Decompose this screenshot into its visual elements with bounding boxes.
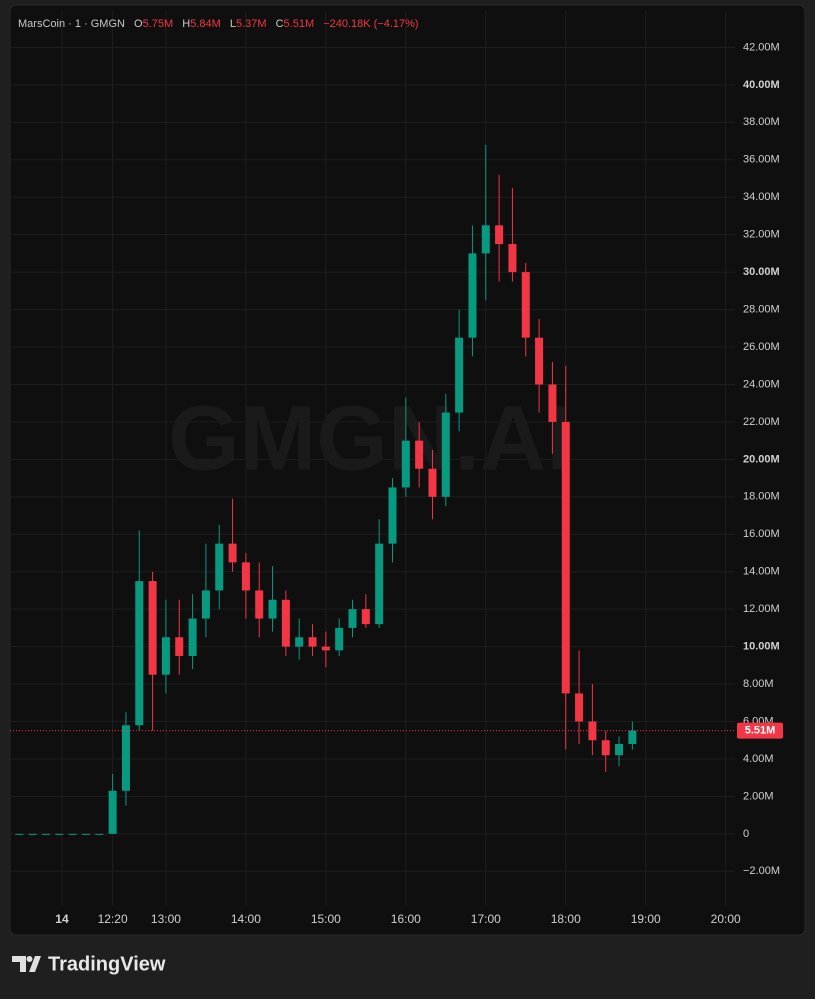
- x-tick-label: 12:20: [98, 912, 128, 926]
- candle-body: [561, 421, 570, 694]
- candle-body: [121, 725, 130, 791]
- candle-body: [428, 468, 437, 497]
- candle-body: [388, 487, 397, 544]
- x-tick-label: 18:00: [551, 912, 581, 926]
- candle-body: [455, 337, 464, 413]
- candle-body: [281, 599, 290, 647]
- low-label: L: [230, 18, 236, 30]
- candle-body: [95, 833, 104, 835]
- y-tick-label: 42.00M: [743, 41, 780, 53]
- y-tick-label: 16.00M: [743, 528, 780, 540]
- y-tick-label: 20.00M: [743, 453, 780, 465]
- candle-body: [108, 790, 117, 834]
- candle-body: [348, 609, 357, 628]
- y-tick-label: 18.00M: [743, 491, 780, 503]
- high-value: 5.84M: [190, 18, 221, 30]
- candle-body: [495, 225, 504, 245]
- candle-body: [508, 244, 517, 273]
- candle-body: [521, 272, 530, 338]
- tradingview-logo: TradingView: [12, 953, 166, 975]
- y-tick-label: 12.00M: [743, 603, 780, 615]
- last-price-label: 5.51M: [745, 725, 776, 737]
- candle-body: [241, 562, 250, 591]
- change: −240.18K (−4.17%): [323, 18, 418, 30]
- candle-body: [188, 618, 197, 656]
- x-tick-label: 20:00: [711, 912, 741, 926]
- last-price-box: [737, 722, 783, 739]
- y-tick-label: 10.00M: [743, 641, 780, 653]
- candle-body: [615, 743, 624, 756]
- candle-body: [81, 833, 90, 835]
- close-label: C: [276, 18, 284, 30]
- x-tick-label: 19:00: [631, 912, 661, 926]
- y-tick-label: 40.00M: [743, 79, 780, 91]
- x-tick-label: 15:00: [311, 912, 341, 926]
- y-tick-label: 34.00M: [743, 191, 780, 203]
- close-value: 5.51M: [284, 18, 315, 30]
- candle-body: [268, 599, 277, 619]
- candle-body: [255, 590, 264, 619]
- candle-body: [601, 740, 610, 756]
- x-tick-label: 13:00: [151, 912, 181, 926]
- y-tick-label: 14.00M: [743, 566, 780, 578]
- candle-body: [228, 543, 237, 563]
- high-label: H: [182, 18, 190, 30]
- candle-body: [68, 833, 77, 835]
- candle-body: [548, 384, 557, 422]
- x-tick-label: 16:00: [391, 912, 421, 926]
- candle-body: [575, 693, 584, 722]
- brand[interactable]: TradingView: [48, 953, 166, 975]
- candle-body: [148, 581, 157, 675]
- candle-body: [28, 833, 37, 835]
- y-tick-label: 8.00M: [743, 678, 774, 690]
- y-tick-label: 38.00M: [743, 116, 780, 128]
- candle-body: [215, 543, 224, 591]
- candle-body: [441, 412, 450, 497]
- candle-body: [308, 637, 317, 647]
- candle-body: [15, 833, 24, 835]
- watermark: GMGN.AI: [168, 387, 572, 489]
- y-tick-label: −2.00M: [743, 865, 780, 877]
- logo-dot: [26, 956, 33, 962]
- symbol: MarsCoin · 1 · GMGN: [18, 18, 125, 30]
- low-value: 5.37M: [236, 18, 267, 30]
- y-tick-label: 32.00M: [743, 229, 780, 241]
- candle-body: [415, 440, 424, 469]
- candle-body: [161, 637, 170, 675]
- x-tick-label: 14: [55, 912, 69, 926]
- candle-body: [401, 440, 410, 488]
- candle-body: [201, 590, 210, 619]
- logo-icon: [12, 956, 41, 972]
- candle-body: [335, 627, 344, 651]
- candle-body: [55, 833, 64, 835]
- y-tick-label: 36.00M: [743, 154, 780, 166]
- candle-body: [628, 730, 637, 744]
- candle-body: [175, 637, 184, 656]
- legend: MarsCoin · 1 · GMGN O5.75M H5.84M L5.37M…: [18, 18, 419, 30]
- candle-body: [481, 225, 490, 254]
- open-label: O: [134, 18, 143, 30]
- candle-body: [295, 637, 304, 647]
- x-tick-label: 17:00: [471, 912, 501, 926]
- x-tick-label: 14:00: [231, 912, 261, 926]
- candle-body: [535, 337, 544, 385]
- candle-body: [468, 253, 477, 338]
- y-tick-label: 26.00M: [743, 341, 780, 353]
- y-tick-label: 30.00M: [743, 266, 780, 278]
- candle-body: [375, 543, 384, 625]
- y-tick-label: 0: [743, 828, 749, 840]
- candle-body: [135, 581, 144, 726]
- candle-body: [321, 646, 330, 651]
- candle-body: [41, 833, 50, 835]
- candle-body: [361, 609, 370, 625]
- y-tick-label: 24.00M: [743, 378, 780, 390]
- y-tick-label: 2.00M: [743, 790, 774, 802]
- y-tick-label: 4.00M: [743, 753, 774, 765]
- y-tick-label: 28.00M: [743, 303, 780, 315]
- open-value: 5.75M: [143, 18, 174, 30]
- y-tick-label: 22.00M: [743, 416, 780, 428]
